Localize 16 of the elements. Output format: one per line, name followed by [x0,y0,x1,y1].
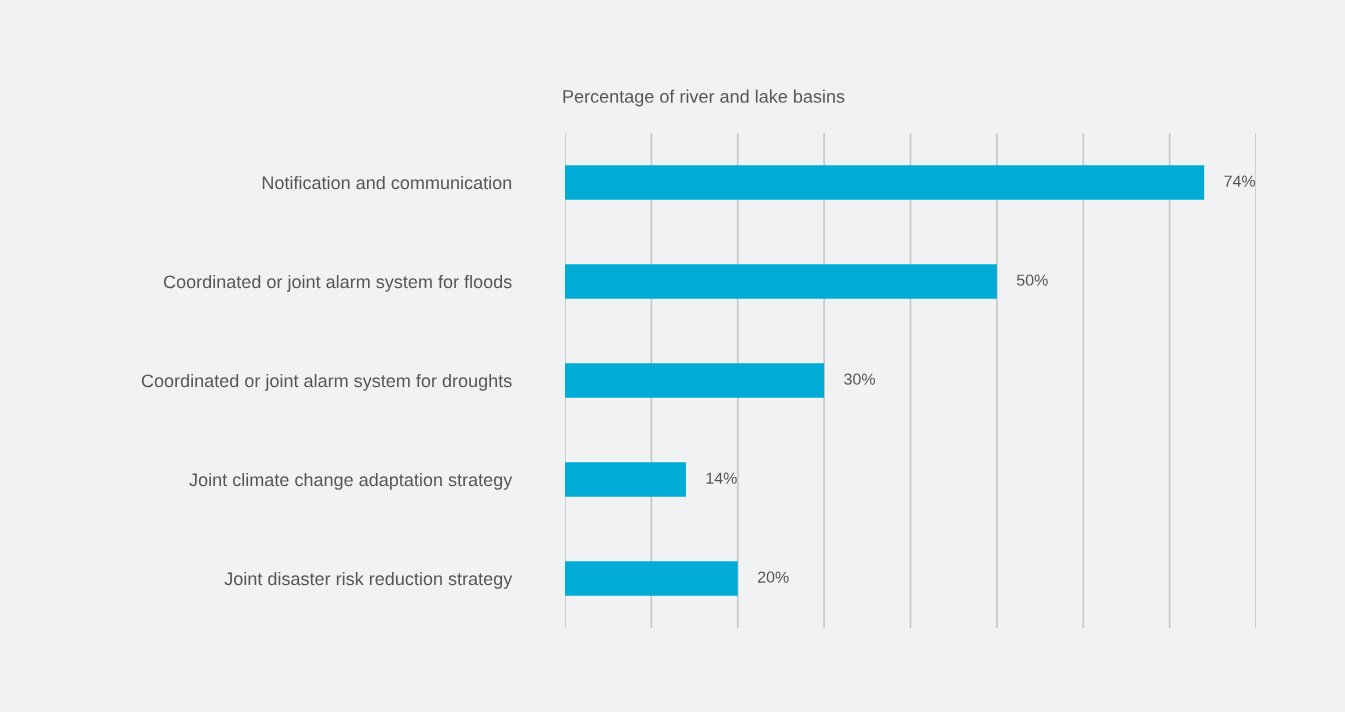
data-label: 14% [706,472,737,484]
data-label: 30% [844,373,875,385]
bar [565,165,1205,200]
y-tick-label: Joint climate change adaptation strategy [189,472,513,490]
bar [565,264,997,299]
bar [565,462,686,497]
y-tick-label: Coordinated or joint alarm system for floods [163,274,512,292]
data-label: 50% [1016,274,1048,286]
data-label: 74% [1224,175,1256,187]
y-tick-label: Joint disaster risk reduction strategy [224,571,513,589]
data-label: 20% [758,571,789,583]
chart-title: Percentage of river and lake basins [563,89,845,107]
y-tick-label: Notification and communication [262,175,512,190]
bar [565,561,738,596]
bar [565,363,825,398]
y-tick-label: Coordinated or joint alarm system for droughts [141,373,512,391]
